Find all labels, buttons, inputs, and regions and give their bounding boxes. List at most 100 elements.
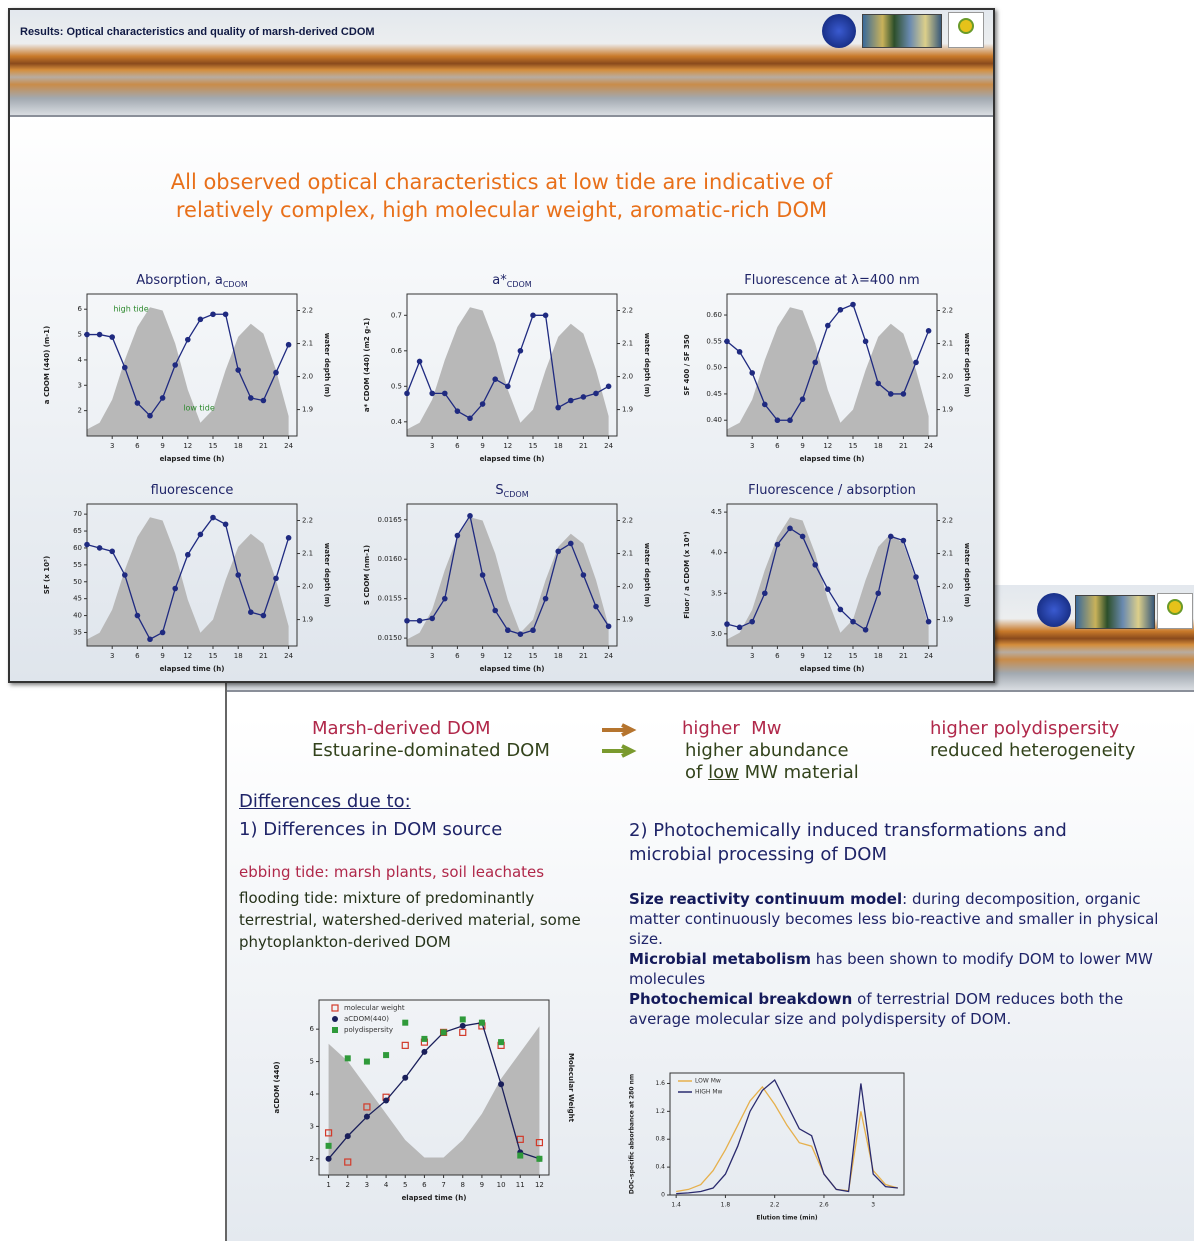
logo <box>1037 593 1071 627</box>
chart-title-sub: CDOM <box>223 280 248 289</box>
plot-frame <box>669 1072 905 1196</box>
y2-tick-label: 2.0 <box>622 583 633 591</box>
point <box>442 390 448 397</box>
point <box>122 572 128 578</box>
point <box>580 572 587 578</box>
x-tick-label: 24 <box>924 652 933 660</box>
y2-tick-label: 2.1 <box>622 340 633 348</box>
y-tick-label: 2 <box>310 1155 314 1163</box>
y-tick-label: 0.60 <box>706 311 722 319</box>
point <box>96 331 103 338</box>
y-tick-label: 4 <box>310 1090 315 1098</box>
point <box>536 1155 543 1162</box>
paragraph: Microbial metabolism has been shown to m… <box>629 949 1159 989</box>
y2-axis-label: Molecular Weight <box>567 1053 575 1123</box>
text: has been shown to modify DOM to lower MW… <box>629 950 1153 988</box>
point <box>324 1129 333 1137</box>
point <box>762 590 768 597</box>
legend-label: HIGH Mw <box>695 1089 723 1096</box>
y-tick-label: 3 <box>78 381 82 389</box>
point <box>850 618 856 625</box>
point <box>344 1133 351 1140</box>
y-tick-label: 1.6 <box>655 1080 665 1087</box>
point <box>454 408 461 414</box>
point <box>542 312 549 319</box>
point <box>478 1019 485 1026</box>
paragraphs: Size reactivity continuum model: during … <box>629 889 1159 1029</box>
plot-frame <box>726 503 938 647</box>
point <box>134 400 141 406</box>
point <box>248 395 254 401</box>
series-line <box>676 1085 899 1193</box>
point <box>799 396 806 402</box>
y-axis-label: aCDOM (440) <box>273 1061 281 1113</box>
point <box>479 401 486 407</box>
y-axis-label: a CDOM (440) (m-1) <box>43 326 51 404</box>
point <box>210 514 216 521</box>
point <box>774 541 781 548</box>
x-axis-label: elapsed time (h) <box>160 665 225 673</box>
plot-frame <box>86 503 298 647</box>
x-tick-label: 21 <box>899 442 908 450</box>
chart-title-text: Absorption, a <box>136 273 223 288</box>
y-tick-label: 6 <box>78 305 83 313</box>
point <box>222 521 229 528</box>
annotation: high tide <box>113 305 148 314</box>
arrow <box>602 723 637 737</box>
x-tick-label: 12 <box>503 652 512 660</box>
text: flooding tide: mixture of predominantly … <box>239 889 581 951</box>
text: Marsh-derived DOM <box>312 718 491 739</box>
chart-title-text: a* <box>492 273 507 288</box>
point <box>535 1138 544 1147</box>
point <box>593 390 599 397</box>
x-tick-label: 24 <box>284 652 293 660</box>
point <box>383 1052 390 1059</box>
y-tick-label: 0 <box>661 1192 665 1199</box>
point <box>429 615 435 622</box>
logo <box>862 14 942 48</box>
x-tick-label: 6 <box>455 652 460 660</box>
text: of low MW material <box>685 762 859 783</box>
chart-title: SCDOM <box>495 483 528 499</box>
point <box>925 618 932 625</box>
text: ebbing tide: marsh plants, soil leachate… <box>239 863 545 881</box>
y2-axis-label: water depth (m) <box>963 543 971 607</box>
point <box>862 626 869 633</box>
x-tick-label: 21 <box>259 652 268 660</box>
point <box>837 606 844 613</box>
point <box>260 612 267 619</box>
point <box>605 623 612 630</box>
y-tick-label: 0.5 <box>391 382 402 390</box>
y-axis-label: a* CDOM (440) (m2 g-1) <box>363 318 371 412</box>
chart: 1.4 1.8 2.2 2.6 3 0 0.4 0.8 1.2 1.6 LOW Mw HIGH Mw E… <box>629 1072 905 1222</box>
x-tick-label: 6 <box>775 442 780 450</box>
point <box>331 1004 339 1012</box>
chart-title-sub: CDOM <box>504 490 529 499</box>
area <box>87 517 289 646</box>
point <box>812 562 818 568</box>
y2-tick-label: 2.2 <box>942 517 953 525</box>
point <box>363 1058 370 1065</box>
point <box>825 586 831 592</box>
chart-title: fluorescence <box>151 483 234 498</box>
chart-title: Fluorescence / absorption <box>748 483 916 498</box>
y2-tick-label: 2.1 <box>942 550 953 558</box>
point <box>172 585 178 592</box>
slide-title: Results: Optical characteristics and qua… <box>20 26 375 38</box>
area <box>328 1026 540 1175</box>
point <box>84 331 90 338</box>
point <box>459 1016 466 1023</box>
y-tick-label: 5 <box>78 331 82 339</box>
x-tick-label: 18 <box>554 652 563 660</box>
y2-tick-label: 1.9 <box>942 406 953 414</box>
x-tick-label: 15 <box>849 442 858 450</box>
plot-frame <box>726 293 938 437</box>
y-tick-label: 4.5 <box>711 508 722 516</box>
point <box>799 533 806 540</box>
heading: Differences due to: <box>239 791 411 812</box>
x-tick-label: 9 <box>160 442 164 450</box>
area <box>727 307 929 436</box>
y2-tick-label: 1.9 <box>302 616 313 624</box>
x-tick-label: 12 <box>183 442 192 450</box>
text: Size reactivity continuum model <box>629 890 903 908</box>
